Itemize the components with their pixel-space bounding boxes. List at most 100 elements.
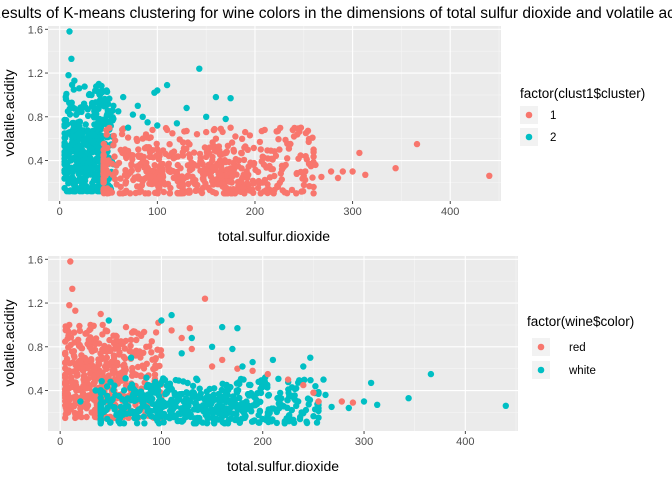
data-point-white [188, 334, 195, 342]
x-ticks-2: 0 100 200 300 400 [57, 431, 475, 448]
data-point-2 [73, 111, 80, 118]
data-point-2 [96, 91, 103, 98]
data-point-white [168, 311, 175, 319]
data-point-white [97, 401, 104, 408]
data-point-1 [186, 154, 194, 161]
data-point-white [307, 354, 314, 361]
data-point-red [84, 392, 91, 400]
x-tick-label: 100 [148, 206, 166, 218]
data-point-red [76, 322, 83, 330]
data-point-red [219, 356, 226, 364]
data-point-1 [105, 157, 112, 164]
data-point-red [81, 354, 89, 362]
data-point-white [367, 379, 375, 387]
data-point-1 [215, 162, 222, 169]
data-point-red [82, 330, 89, 337]
data-point-1 [184, 172, 192, 179]
data-point-white [315, 414, 322, 421]
data-point-2 [104, 111, 111, 118]
data-point-white [153, 413, 161, 421]
data-point-red [69, 285, 76, 292]
data-point-red [102, 327, 109, 334]
data-point-white [236, 419, 243, 426]
data-point-white [211, 385, 218, 392]
data-point-red [148, 338, 155, 345]
data-point-white [98, 378, 105, 385]
legend-key-2a [537, 343, 545, 351]
data-point-white [285, 413, 292, 420]
data-point-1 [117, 175, 124, 182]
data-point-white [296, 415, 304, 423]
data-point-1 [299, 188, 307, 195]
data-point-1 [304, 127, 312, 134]
data-point-white [315, 390, 322, 397]
data-point-white [111, 404, 118, 411]
data-point-red [208, 363, 216, 370]
data-point-red [65, 401, 72, 408]
data-point-white [105, 317, 113, 324]
data-point-red [62, 410, 69, 418]
data-point-white [236, 380, 243, 388]
y-axis-title-2: volatile.acidity [1, 299, 17, 386]
data-point-red [72, 379, 79, 386]
data-point-1 [310, 190, 317, 197]
data-point-white [254, 390, 261, 397]
data-point-1 [203, 128, 210, 136]
data-point-white [165, 385, 173, 392]
x-tick-label: 400 [456, 436, 474, 448]
data-point-1 [160, 188, 167, 196]
data-point-1 [166, 141, 173, 148]
figure-title: Results of K-means clustering for wine c… [0, 5, 672, 22]
data-point-2 [68, 132, 76, 140]
data-point-white [302, 406, 310, 414]
data-point-white [126, 410, 134, 417]
data-point-1 [207, 169, 215, 176]
data-point-1 [146, 149, 154, 156]
data-point-2 [61, 155, 68, 162]
data-point-1 [136, 162, 143, 169]
data-point-white [219, 323, 226, 331]
data-point-1 [261, 126, 268, 134]
data-point-white [275, 375, 282, 382]
data-point-1 [124, 134, 132, 141]
data-point-red [88, 346, 95, 354]
data-point-1 [284, 140, 291, 147]
data-point-1 [194, 181, 201, 189]
data-point-white [177, 417, 184, 424]
data-point-red [72, 307, 79, 314]
data-point-1 [356, 149, 363, 157]
data-point-2 [106, 95, 113, 102]
data-point-white [189, 392, 197, 399]
data-point-1 [199, 161, 206, 168]
data-point-1 [197, 154, 204, 162]
data-point-1 [103, 131, 110, 138]
data-point-2 [84, 112, 92, 120]
data-point-1 [246, 132, 254, 139]
data-point-white [284, 404, 291, 411]
data-point-1 [147, 134, 154, 141]
data-point-2 [81, 83, 88, 90]
data-point-white [224, 420, 232, 427]
data-point-1 [112, 169, 119, 176]
data-point-white [217, 393, 225, 400]
data-point-white [144, 381, 151, 389]
data-point-white [195, 394, 202, 401]
data-point-1 [143, 144, 150, 151]
data-point-2 [173, 120, 181, 127]
data-point-1 [178, 190, 185, 197]
y-axis-title-1: volatile.acidity [1, 69, 17, 156]
data-point-2 [68, 164, 75, 171]
data-point-1 [266, 162, 273, 170]
data-point-1 [240, 156, 248, 164]
data-point-red [87, 321, 94, 329]
data-point-white [315, 407, 322, 415]
data-point-white [247, 381, 254, 389]
data-point-red [349, 399, 357, 406]
data-point-white [238, 400, 246, 407]
data-point-1 [302, 153, 309, 160]
data-point-1 [224, 142, 232, 149]
data-point-red [188, 345, 195, 353]
data-point-white [223, 398, 230, 405]
data-point-white [196, 385, 203, 392]
data-point-2 [61, 130, 68, 137]
